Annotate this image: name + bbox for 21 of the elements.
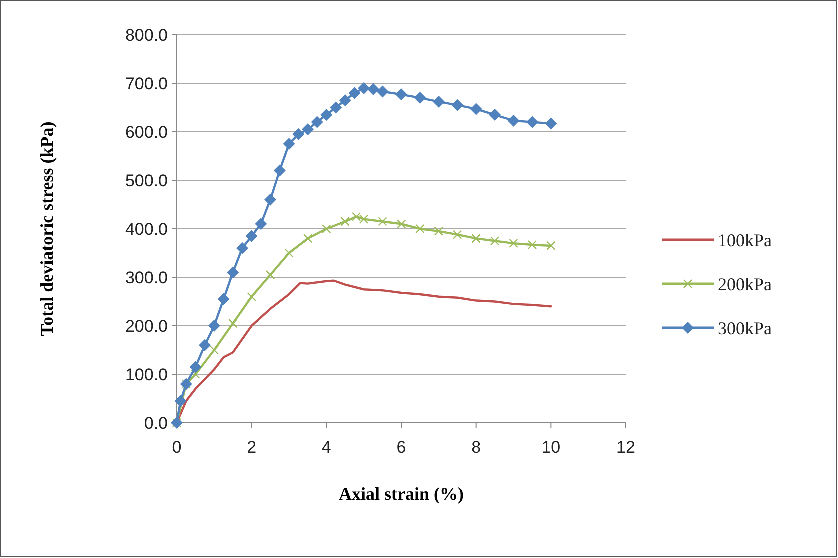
legend-label: 100kPa — [718, 230, 772, 250]
x-tick-label: 4 — [322, 438, 332, 457]
y-tick-label: 100.0 — [125, 365, 168, 384]
x-tick-label: 0 — [172, 438, 182, 457]
x-tick-label: 6 — [396, 438, 406, 457]
legend-label: 300kPa — [718, 318, 772, 338]
y-tick-label: 700.0 — [125, 74, 168, 94]
y-tick-label: 300.0 — [125, 268, 168, 288]
y-tick-label: 500.0 — [125, 171, 168, 190]
legend-label: 200kPa — [718, 274, 772, 294]
y-tick-label: 800.0 — [125, 26, 168, 45]
x-tick-label: 8 — [472, 438, 482, 457]
y-tick-label: 400.0 — [125, 220, 168, 239]
x-axis-title: Axial strain (%) — [339, 484, 464, 504]
x-tick-label: 2 — [247, 438, 257, 457]
x-tick-label: 10 — [542, 438, 561, 457]
y-tick-label: 0.0 — [144, 414, 168, 433]
y-axis-title: Total deviatoric stress (kPa) — [37, 122, 57, 336]
y-tick-label: 200.0 — [125, 316, 168, 336]
y-tick-label: 600.0 — [125, 122, 168, 142]
x-tick-label: 12 — [616, 438, 636, 457]
